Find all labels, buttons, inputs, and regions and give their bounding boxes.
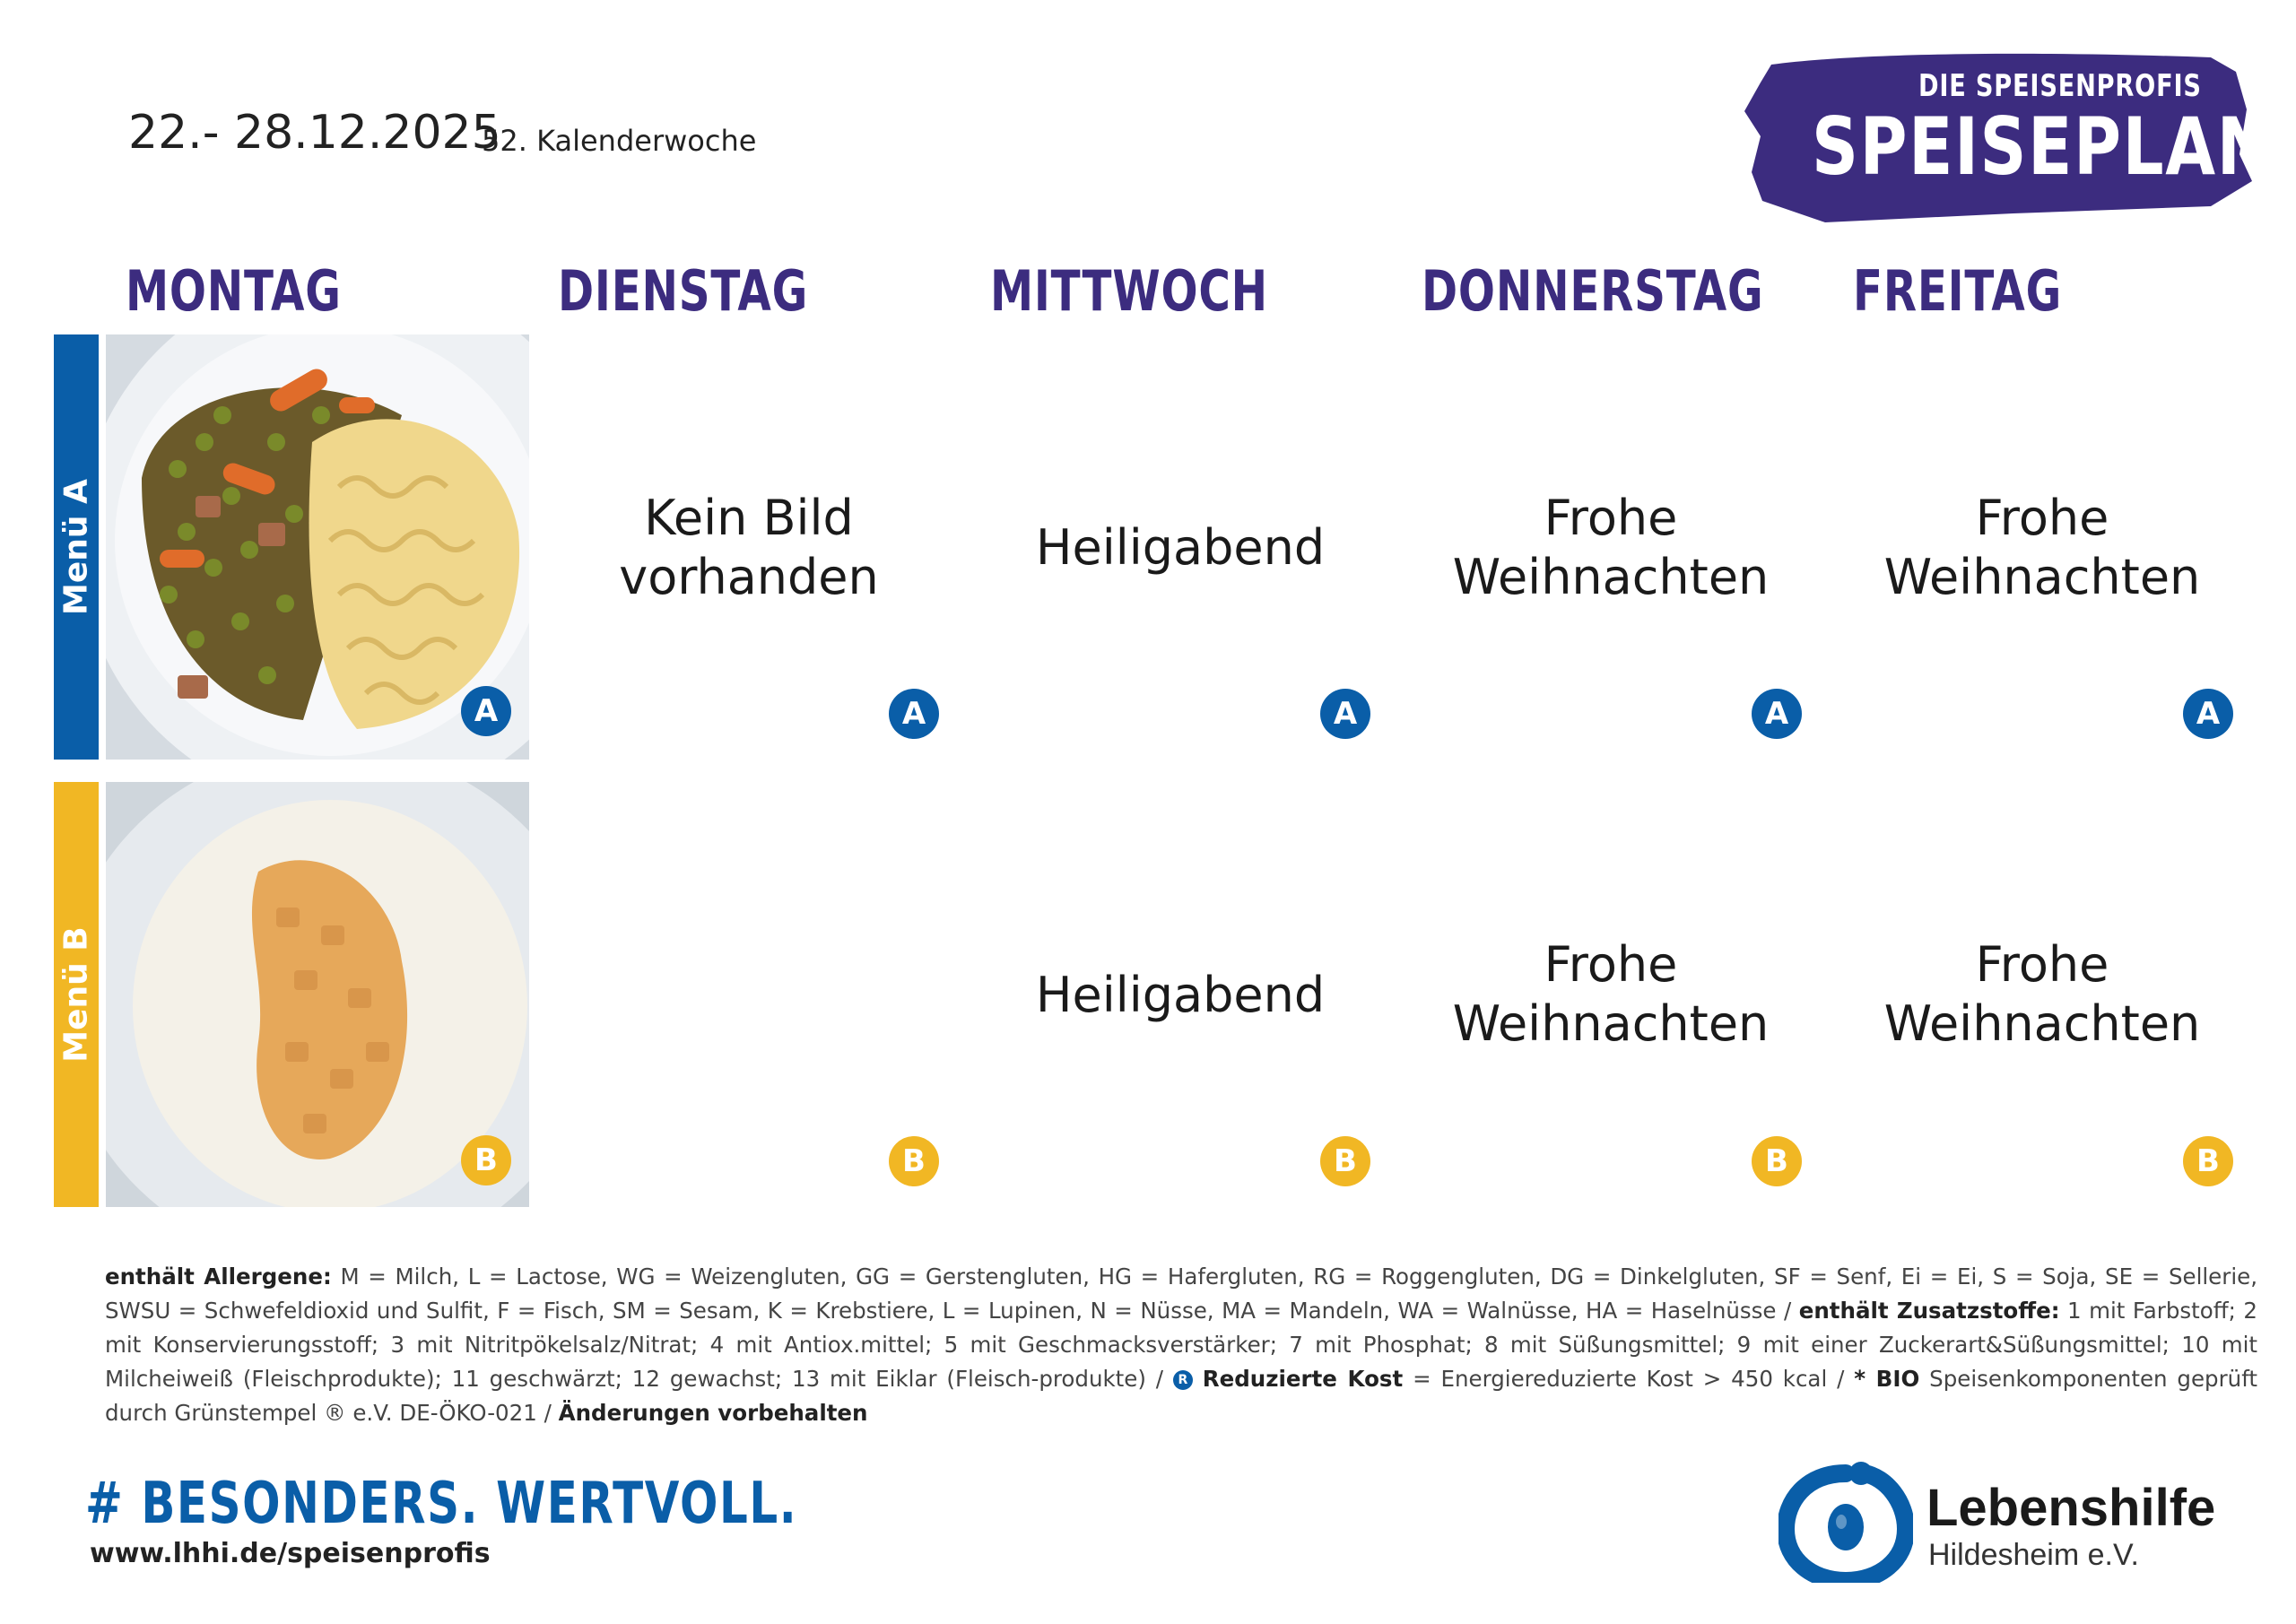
thursday-menu-a-line2: Weihnachten bbox=[1452, 549, 1770, 605]
monday-menu-b-badge: B bbox=[461, 1135, 511, 1185]
monday-menu-a-badge: A bbox=[461, 686, 511, 736]
allergen-legend: enthält Allergene: M = Milch, L = Lactos… bbox=[105, 1260, 2257, 1430]
friday-menu-b-badge: B bbox=[2183, 1136, 2233, 1186]
organization-name: Lebenshilfe bbox=[1926, 1479, 2216, 1537]
tuesday-menu-a-text: Kein Bild vorhanden bbox=[552, 489, 946, 607]
day-thursday: DONNERSTAG bbox=[1422, 258, 1764, 324]
calendar-week: 52. Kalenderwoche bbox=[482, 124, 757, 158]
organization-location: Hildesheim e.V. bbox=[1928, 1538, 2139, 1572]
tuesday-menu-a-badge: A bbox=[889, 689, 939, 739]
thursday-menu-b-text: Frohe Weihnachten bbox=[1413, 935, 1808, 1054]
wednesday-menu-b-badge: B bbox=[1320, 1136, 1370, 1186]
allergens-label: enthält Allergene: bbox=[105, 1264, 332, 1290]
wednesday-menu-a-line1: Heiligabend bbox=[1035, 519, 1326, 576]
monday-menu-a-photo: A bbox=[106, 334, 529, 760]
lebenshilfe-logo-icon bbox=[1776, 1457, 1916, 1591]
thursday-menu-b-line2: Weihnachten bbox=[1452, 995, 1770, 1052]
website-link[interactable]: www.lhhi.de/speisenprofis bbox=[90, 1538, 491, 1569]
reduced-text: = Energiereduzierte Kost > 450 kcal / bbox=[1413, 1366, 1855, 1392]
friday-menu-a-badge: A bbox=[2183, 689, 2233, 739]
day-monday: MONTAG bbox=[126, 258, 342, 324]
additives-text: 1 mit Farbstoff; 2 mit Konservierungssto… bbox=[105, 1298, 2257, 1392]
reduced-kost-icon: R bbox=[1172, 1370, 1193, 1390]
badge-subtitle: DIE SPEISENPROFIS bbox=[1918, 68, 2202, 104]
day-tuesday: DIENSTAG bbox=[558, 258, 809, 324]
thursday-menu-b-badge: B bbox=[1752, 1136, 1802, 1186]
thursday-menu-a-text: Frohe Weihnachten bbox=[1413, 489, 1808, 607]
tuesday-menu-b-badge: B bbox=[889, 1136, 939, 1186]
wednesday-menu-a-badge: A bbox=[1320, 689, 1370, 739]
thursday-menu-b-line1: Frohe bbox=[1544, 936, 1678, 993]
menu-b-label: Menü B bbox=[57, 926, 95, 1063]
bio-text: Speisenkomponenten geprüft durch Grünste… bbox=[105, 1366, 2258, 1426]
menu-b-bar: Menü B bbox=[54, 782, 99, 1207]
brush-stroke-shape bbox=[1744, 53, 2252, 222]
wednesday-menu-b-text: Heiligabend bbox=[983, 966, 1378, 1025]
friday-menu-a-line1: Frohe bbox=[1975, 490, 2109, 546]
bio-label: * BIO bbox=[1854, 1366, 1920, 1392]
thursday-menu-a-badge: A bbox=[1752, 689, 1802, 739]
allergens-text: M = Milch, L = Lactose, WG = Weizenglute… bbox=[105, 1264, 2257, 1324]
changes-label: Änderungen vorbehalten bbox=[558, 1400, 868, 1426]
additives-label: enthält Zusatzstoffe: bbox=[1798, 1298, 2060, 1324]
friday-menu-b-line2: Weihnachten bbox=[1883, 995, 2201, 1052]
monday-menu-b-photo: B bbox=[106, 782, 529, 1207]
hashtag-slogan: # BESONDERS. WERTVOLL. bbox=[85, 1471, 798, 1537]
friday-menu-b-text: Frohe Weihnachten bbox=[1845, 935, 2239, 1054]
day-friday: FREITAG bbox=[1853, 258, 2063, 324]
friday-menu-b-line1: Frohe bbox=[1975, 936, 2109, 993]
wednesday-menu-a-text: Heiligabend bbox=[983, 518, 1378, 578]
menu-a-bar: Menü A bbox=[54, 334, 99, 760]
friday-menu-a-line2: Weihnachten bbox=[1883, 549, 2201, 605]
friday-menu-a-text: Frohe Weihnachten bbox=[1845, 489, 2239, 607]
speiseplan-badge: DIE SPEISENPROFIS SPEISEPLAN bbox=[1744, 47, 2271, 222]
menu-a-label: Menü A bbox=[57, 479, 95, 615]
wednesday-menu-b-line1: Heiligabend bbox=[1035, 967, 1326, 1023]
date-range: 22.- 28.12.2025 bbox=[128, 106, 501, 160]
day-wednesday: MITTWOCH bbox=[990, 258, 1268, 324]
badge-title: SPEISEPLAN bbox=[1812, 100, 2273, 193]
thursday-menu-a-line1: Frohe bbox=[1544, 490, 1678, 546]
tuesday-menu-a-line2: vorhanden bbox=[619, 549, 879, 605]
tuesday-menu-a-line1: Kein Bild bbox=[644, 490, 854, 546]
reduced-label: Reduzierte Kost bbox=[1202, 1366, 1404, 1392]
